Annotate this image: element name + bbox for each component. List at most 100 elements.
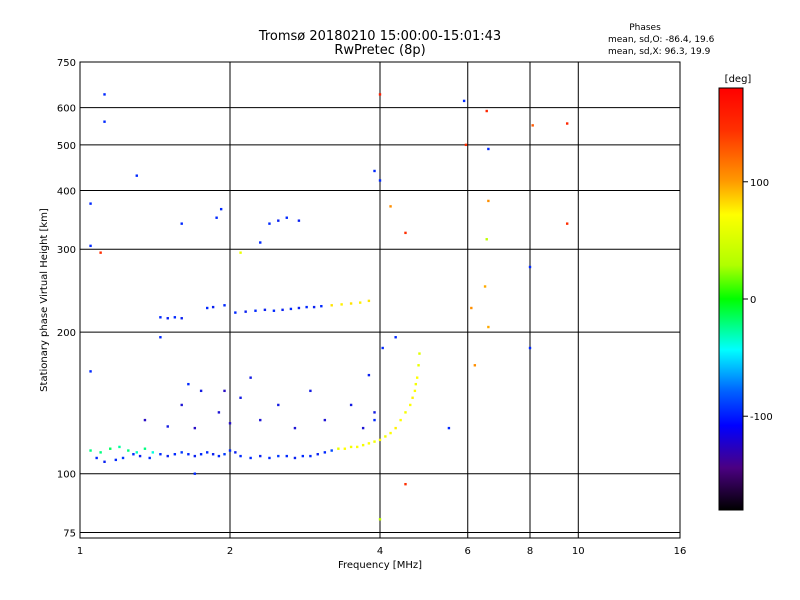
data-point xyxy=(384,435,387,438)
data-point xyxy=(323,451,327,454)
x-tick-label: 2 xyxy=(227,546,233,557)
data-point xyxy=(320,304,323,308)
data-point xyxy=(297,306,301,310)
y-axis-ticks: 75 100 200 300 400 500 600 750 xyxy=(57,58,76,539)
data-point xyxy=(234,311,237,314)
data-point xyxy=(205,306,209,310)
phase-stats-title: Phases xyxy=(629,23,661,33)
y-tick-label: 300 xyxy=(57,245,76,256)
x-tick-label: 6 xyxy=(465,546,471,557)
data-point xyxy=(414,382,418,386)
data-point xyxy=(485,238,488,241)
data-point xyxy=(159,453,162,456)
data-point xyxy=(381,346,384,350)
data-point xyxy=(399,418,402,422)
y-tick-label: 100 xyxy=(57,470,76,481)
phase-stats-o: mean, sd,O: -86.4, 19.6 xyxy=(608,35,715,45)
data-point xyxy=(135,451,138,454)
data-point xyxy=(211,453,215,456)
data-point xyxy=(367,442,371,445)
data-point xyxy=(228,422,232,425)
data-point xyxy=(316,453,319,456)
phase-stats-x: mean, sd,X: 96.3, 19.9 xyxy=(608,47,711,57)
data-point xyxy=(487,147,490,151)
data-point xyxy=(199,389,203,393)
y-axis-label: Stationary phase Virtual Height [km] xyxy=(39,208,50,392)
data-point xyxy=(217,411,221,414)
data-point xyxy=(528,346,532,350)
data-point xyxy=(394,336,397,339)
data-point xyxy=(180,451,183,454)
data-point xyxy=(373,411,376,414)
data-point xyxy=(143,447,147,450)
data-point xyxy=(239,251,242,254)
data-point xyxy=(268,456,271,460)
x-tick-label: 8 xyxy=(527,546,533,557)
data-point xyxy=(205,451,209,454)
y-tick-label: 200 xyxy=(57,328,76,339)
data-point xyxy=(228,449,232,452)
data-point xyxy=(89,202,92,205)
data-point xyxy=(277,219,280,222)
data-point xyxy=(159,336,162,339)
data-point xyxy=(103,93,106,96)
data-point xyxy=(89,244,92,248)
data-point xyxy=(180,222,183,225)
data-point xyxy=(330,449,333,452)
data-point xyxy=(180,317,183,320)
y-tick-label: 750 xyxy=(57,58,76,69)
colorbar-tick-label: 0 xyxy=(750,295,756,306)
data-point xyxy=(138,454,142,458)
data-point xyxy=(309,389,312,393)
data-point xyxy=(173,316,177,319)
data-point xyxy=(89,370,92,373)
data-point xyxy=(487,325,490,329)
data-point xyxy=(249,376,252,379)
data-point xyxy=(166,454,169,458)
data-point xyxy=(223,389,226,393)
data-point xyxy=(389,205,392,208)
data-point xyxy=(143,418,147,422)
data-point xyxy=(193,426,197,430)
data-point xyxy=(132,453,135,456)
data-point xyxy=(103,460,106,463)
data-point xyxy=(378,93,382,96)
data-point xyxy=(411,396,414,399)
data-point xyxy=(199,453,203,456)
data-point xyxy=(404,231,407,235)
data-point xyxy=(89,449,92,452)
data-point xyxy=(312,305,316,309)
y-tick-label: 500 xyxy=(57,141,76,152)
data-point xyxy=(349,302,353,305)
data-point xyxy=(297,219,301,222)
data-point xyxy=(378,438,382,442)
data-point xyxy=(187,382,190,386)
x-axis-label: Frequency [MHz] xyxy=(338,560,422,571)
colorbar xyxy=(718,87,744,511)
y-tick-label: 75 xyxy=(63,528,76,539)
data-point xyxy=(219,207,223,211)
data-point xyxy=(135,174,138,177)
colorbar-tick-label: -100 xyxy=(750,412,773,423)
data-point xyxy=(470,306,473,310)
data-points xyxy=(89,93,569,521)
grid xyxy=(80,62,680,538)
x-tick-label: 10 xyxy=(572,546,585,557)
data-point xyxy=(394,426,397,430)
data-point xyxy=(239,396,242,399)
data-point xyxy=(367,299,371,303)
data-point xyxy=(343,447,347,450)
data-point xyxy=(373,169,376,173)
data-point xyxy=(148,456,151,460)
data-point xyxy=(254,309,257,312)
data-point xyxy=(166,317,169,320)
data-point xyxy=(193,454,197,458)
data-point xyxy=(159,316,162,319)
data-point xyxy=(483,285,487,288)
plot-frame xyxy=(79,61,681,539)
data-point xyxy=(358,301,362,304)
data-point xyxy=(528,265,532,269)
y-tick-label: 400 xyxy=(57,186,76,197)
data-point xyxy=(404,411,407,414)
